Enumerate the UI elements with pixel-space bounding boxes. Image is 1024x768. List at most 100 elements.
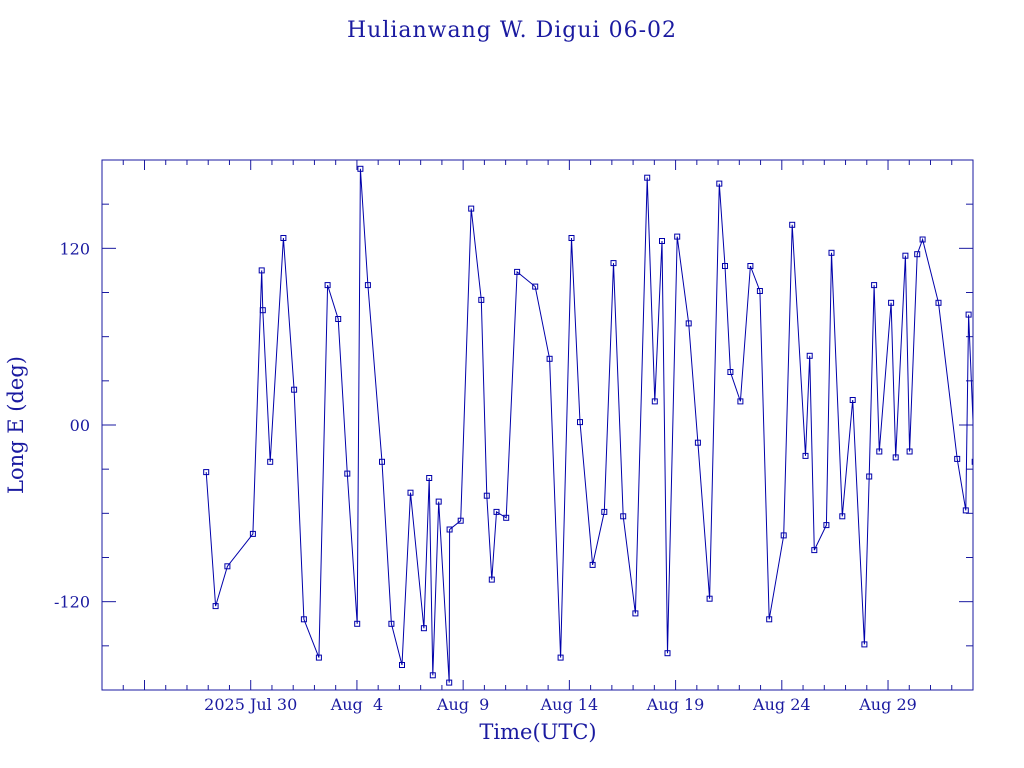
data-point [747,263,754,269]
data-point [849,397,856,403]
plot-frame [101,159,974,691]
data-point [493,508,500,515]
data-point [258,267,265,274]
data-point [446,679,453,686]
data-point [651,398,658,405]
data-point [978,437,983,442]
data-point [722,263,728,269]
x-tick-label: Aug 19 [646,695,705,714]
data-point [291,386,298,393]
data-point [685,320,692,327]
data-point [249,530,256,537]
data-point [971,458,973,465]
data-point [568,235,575,241]
data-point [664,650,671,657]
data-point [267,458,274,465]
data-point [659,238,665,244]
data-point [557,654,564,661]
data-point [280,235,287,241]
data-point [789,221,796,228]
x-tick-labels: 2025 Jul 30 Aug 4 Aug 9 Aug 14 Aug 19 Aug 24 A… [204,695,917,714]
y-tick-label: 120 [59,239,90,258]
x-tick-label: 2025 Jul 30 [204,695,297,714]
data-point [344,470,351,477]
data-point [300,616,307,623]
data-point [694,439,701,446]
data-point [644,174,651,181]
data-point [354,620,361,627]
y-tick-labels: 120 00 -120 [54,239,90,611]
data-point [364,282,371,289]
data-point [426,475,433,481]
data-point [483,492,490,499]
data-point [620,513,627,520]
data-point [468,205,475,212]
data-point [388,620,395,627]
data-point [737,398,744,405]
data-point [610,260,617,267]
data-point [756,288,763,294]
data-point [335,316,342,322]
data-point [828,249,835,256]
data-point [706,595,713,602]
data-point [839,513,846,520]
data-point [866,473,873,480]
data-point [315,654,322,661]
data-point [766,616,773,623]
data-point [962,507,969,514]
chart-title: Hulianwang W. Digui 06-02 [347,18,677,43]
data-point [446,526,453,533]
data-point [478,296,485,303]
data-point [429,672,436,679]
data-point [935,299,942,306]
data-point [802,452,809,459]
data-point [902,252,909,259]
data-point [954,455,961,462]
x-tick-label: Aug 9 [436,695,489,714]
data-point [727,369,734,375]
x-tick-label: Aug 14 [540,695,599,714]
y-axis-label: Long E (deg) [4,356,28,494]
data-point [503,514,510,521]
data-point [906,448,913,455]
data-point [357,165,364,172]
data-point [914,251,921,258]
data-point [589,561,596,568]
data-point [457,517,464,524]
data-point [674,233,681,240]
data-point [420,625,427,632]
data-point [324,282,331,289]
data-point [965,311,972,318]
data-point [811,547,818,554]
y-tick-label: 00 [70,416,90,435]
data-point [982,403,987,408]
x-tick-label: Aug 29 [858,695,917,714]
data-point [532,283,539,290]
y-tick-label: -120 [54,593,90,612]
x-axis-label: Time(UTC) [479,720,596,744]
data-point [546,355,553,362]
axis-ticks [101,159,974,691]
data-point [212,603,219,610]
data-point [888,299,895,306]
data-point [876,448,883,455]
x-tick-label: Aug 24 [752,695,811,714]
data-point [488,576,495,583]
data-point [435,498,442,505]
data-point [861,641,868,648]
data-point [806,352,813,359]
x-tick-label: Aug 4 [330,695,383,714]
series-group [203,165,987,686]
data-point [514,268,521,275]
data-point [716,180,723,187]
data-point [577,419,583,426]
data-point [399,662,405,668]
data-point [407,489,414,496]
data-point [780,532,787,539]
data-point [823,522,830,529]
data-point [892,454,899,461]
series-line [205,168,973,683]
data-point [203,469,210,476]
data-point [259,307,266,314]
